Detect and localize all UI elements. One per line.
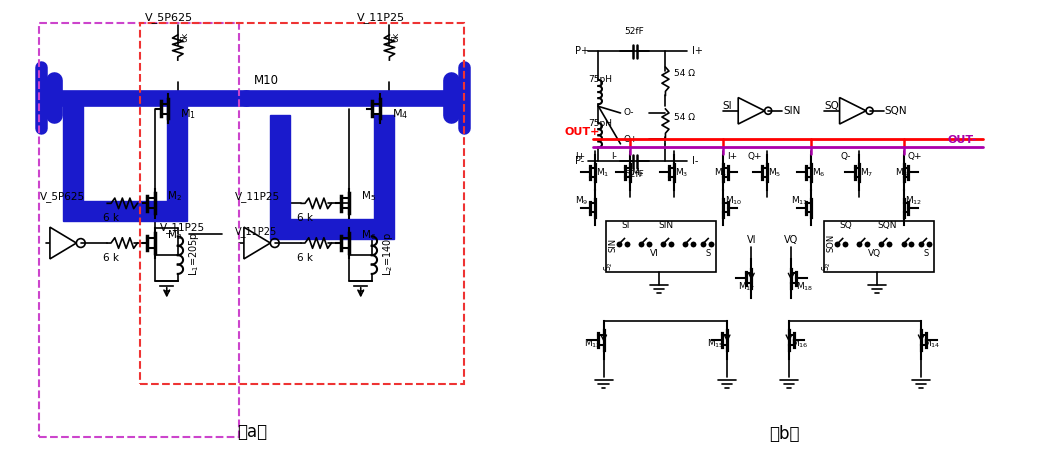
Text: M$_{18}$: M$_{18}$	[795, 280, 813, 293]
Text: SI: SI	[722, 100, 733, 111]
Text: （a）: （a）	[238, 423, 267, 441]
Text: M$_2$: M$_2$	[631, 166, 644, 179]
Text: SIN: SIN	[659, 220, 674, 230]
Text: I+: I+	[728, 152, 737, 161]
Text: VQ: VQ	[784, 235, 798, 245]
Text: M$_2$: M$_2$	[166, 189, 182, 203]
Text: 75pH: 75pH	[589, 75, 612, 84]
Text: V_11P25: V_11P25	[235, 191, 280, 202]
Text: 6 k: 6 k	[297, 253, 313, 263]
Text: M$_{17}$: M$_{17}$	[738, 280, 756, 293]
Text: M$_{14}$: M$_{14}$	[923, 338, 941, 350]
Text: L$_2$=140p: L$_2$=140p	[380, 232, 395, 276]
Polygon shape	[839, 98, 866, 124]
Text: S: S	[923, 249, 929, 258]
Bar	[39, 23, 239, 437]
Text: M$_{16}$: M$_{16}$	[791, 338, 809, 350]
Text: SON: SON	[827, 234, 835, 252]
Text: VI: VI	[650, 249, 659, 258]
Text: M$_4$: M$_4$	[392, 107, 408, 121]
Text: M$_3$: M$_3$	[675, 166, 689, 179]
Text: Q+: Q+	[748, 152, 762, 161]
Text: Q-: Q-	[840, 152, 851, 161]
Text: M$_5$: M$_5$	[768, 166, 781, 179]
Text: 52fF: 52fF	[624, 27, 644, 36]
Text: V_5P625: V_5P625	[40, 191, 85, 202]
Bar	[605, 221, 716, 272]
Text: S$_2$: S$_2$	[820, 261, 833, 271]
Text: Q+: Q+	[908, 152, 922, 161]
Text: I-: I-	[611, 152, 617, 161]
Text: SIN: SIN	[783, 106, 800, 116]
Text: （b）: （b）	[770, 425, 799, 443]
Text: M$_7$: M$_7$	[860, 166, 874, 179]
Text: M$_{10}$: M$_{10}$	[724, 194, 742, 207]
Polygon shape	[49, 227, 77, 259]
Text: 6 k: 6 k	[297, 213, 313, 223]
Polygon shape	[271, 115, 394, 239]
Text: S$_2$: S$_2$	[602, 261, 615, 271]
Text: 6k: 6k	[180, 32, 188, 42]
Text: M$_6$: M$_6$	[812, 166, 826, 179]
Polygon shape	[244, 227, 271, 259]
Text: SQ: SQ	[824, 100, 839, 111]
Text: O-: O-	[623, 108, 634, 117]
Text: M$_{13}$: M$_{13}$	[584, 338, 601, 350]
Text: M$_3$: M$_3$	[166, 228, 182, 242]
Text: M$_9$: M$_9$	[575, 194, 589, 207]
Text: 6 k: 6 k	[103, 213, 119, 223]
Text: SQ: SQ	[839, 220, 852, 230]
Text: M$_6$: M$_6$	[361, 228, 376, 242]
Text: M$_1$: M$_1$	[596, 166, 609, 179]
Text: 54 Ω: 54 Ω	[674, 113, 695, 121]
Text: I-: I-	[692, 157, 698, 166]
Text: 52fF: 52fF	[624, 170, 644, 179]
Text: V_11P25: V_11P25	[235, 226, 277, 237]
Polygon shape	[738, 98, 764, 124]
Text: M$_{12}$: M$_{12}$	[906, 194, 922, 207]
Text: 6 k: 6 k	[103, 253, 119, 263]
Text: VI: VI	[747, 235, 756, 245]
Text: V_11P25: V_11P25	[160, 222, 205, 233]
Text: 6k: 6k	[392, 32, 400, 42]
Text: SI: SI	[621, 220, 630, 230]
Text: V_11P25: V_11P25	[357, 12, 404, 23]
Text: O+: O+	[623, 135, 638, 144]
Text: P-: P-	[575, 157, 584, 166]
Text: M$_5$: M$_5$	[361, 189, 376, 203]
Bar	[824, 221, 934, 272]
Text: M$_8$: M$_8$	[895, 166, 908, 179]
Text: M$_{11}$: M$_{11}$	[791, 194, 808, 207]
Text: M10: M10	[254, 74, 278, 87]
Text: P+: P+	[575, 46, 589, 56]
Text: M$_1$: M$_1$	[180, 107, 196, 121]
Text: SIN: SIN	[609, 237, 617, 252]
Text: OUT-: OUT-	[948, 135, 977, 144]
Text: VQ: VQ	[869, 249, 881, 258]
Text: M$_4$: M$_4$	[714, 166, 728, 179]
Text: SQN: SQN	[885, 106, 908, 116]
Bar	[140, 23, 464, 384]
Text: S: S	[706, 249, 711, 258]
Text: 75pH: 75pH	[589, 119, 612, 128]
Text: OUT+: OUT+	[564, 127, 599, 137]
Text: I+: I+	[692, 46, 702, 56]
Polygon shape	[63, 98, 186, 221]
Text: M$_{15}$: M$_{15}$	[708, 338, 724, 350]
Text: V_5P625: V_5P625	[145, 12, 193, 23]
Text: SQN: SQN	[877, 220, 896, 230]
Text: L$_1$=205p: L$_1$=205p	[186, 232, 200, 276]
Text: I+: I+	[576, 152, 585, 161]
Text: 54 Ω: 54 Ω	[674, 68, 695, 77]
